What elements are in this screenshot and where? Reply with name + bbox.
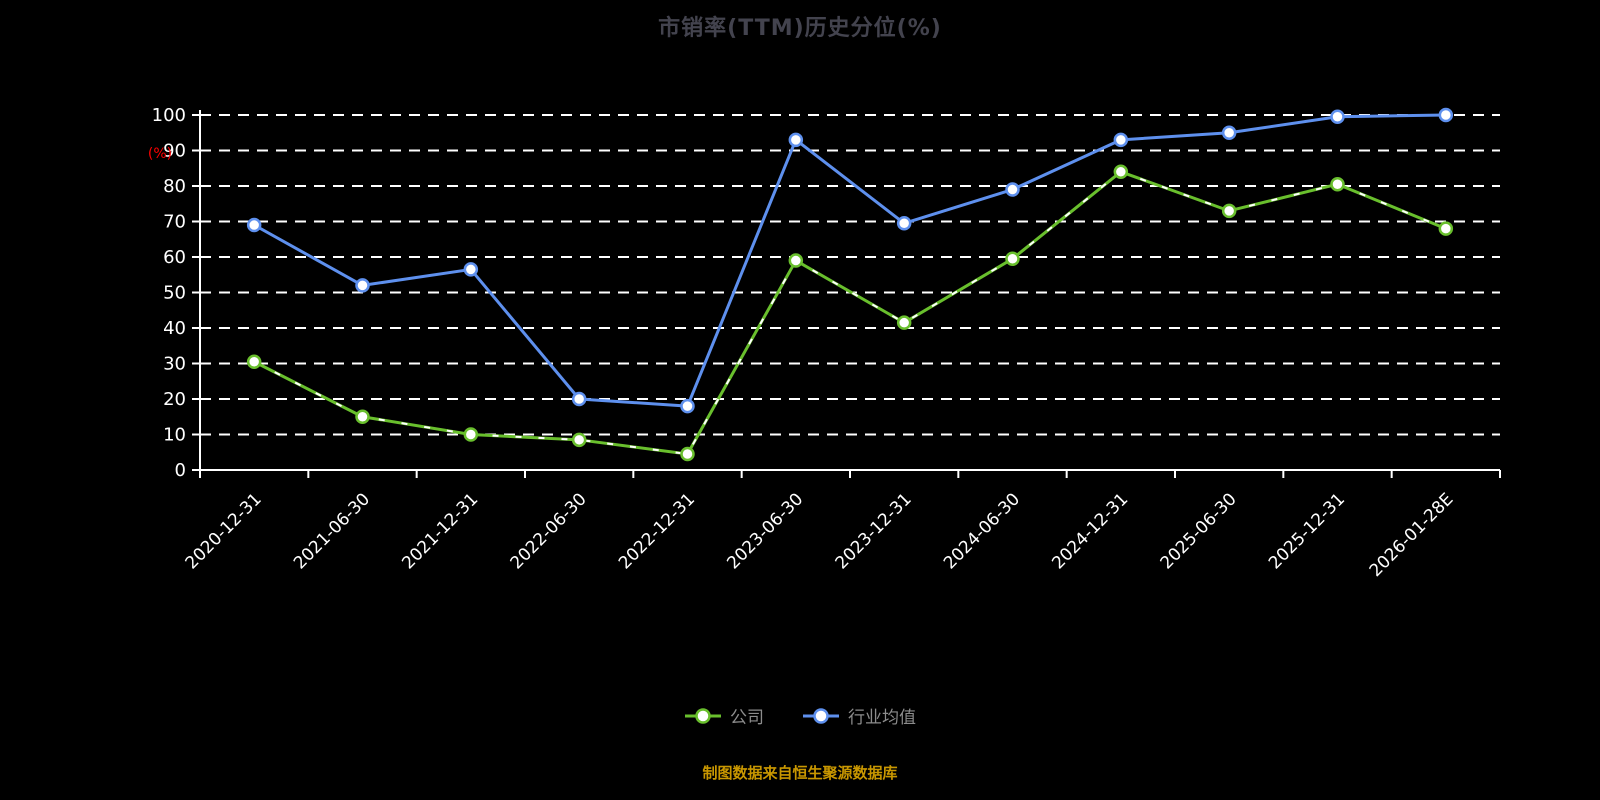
data-point[interactable] [1113,164,1129,180]
legend-item-company[interactable]: 公司 [684,703,764,728]
chart-legend: 公司 行业均值 [0,703,1600,728]
y-tick-label: 80 [163,176,186,197]
data-point[interactable] [788,253,804,268]
y-tick-label: 50 [163,283,186,304]
legend-item-industry[interactable]: 行业均值 [802,703,916,728]
x-tick-label: 2022-06-30 [507,489,591,573]
data-point[interactable] [680,446,695,462]
legend-label-company: 公司 [730,708,764,728]
data-point[interactable] [1113,132,1129,148]
x-tick-label: 2024-06-30 [940,489,1024,573]
y-tick-label: 20 [163,389,186,410]
data-point[interactable] [1005,182,1020,197]
line-chart: 0 10 20 30 40 50 60 70 80 90 100 (%) 2020-12-31 2021-… [148,105,1501,581]
x-tick-label: 2023-06-30 [723,489,807,573]
data-point[interactable] [896,216,912,231]
data-point[interactable] [680,398,695,414]
x-tick-label: 2025-12-31 [1265,489,1349,573]
x-tick-label: 2025-06-30 [1157,489,1241,573]
y-axis-unit-label: (%) [148,146,172,162]
company-series-dash-overlay [253,170,1447,456]
company-legend-icon [685,707,721,724]
y-tick-label: 40 [163,318,186,339]
y-tick-label: 70 [163,212,186,233]
data-point[interactable] [1005,251,1020,267]
data-point[interactable] [571,391,587,407]
y-tick-label: 60 [163,247,186,268]
y-tick-label: 10 [163,425,186,446]
data-point[interactable] [1330,109,1345,125]
y-tick-label: 100 [152,105,186,126]
data-point[interactable] [571,432,587,448]
data-point[interactable] [788,132,804,148]
data-source-note: 制图数据来自恒生聚源数据库 [702,764,898,782]
x-tick-label: 2020-12-31 [182,489,266,573]
x-tick-label: 2021-06-30 [290,489,374,573]
data-point[interactable] [1438,107,1454,123]
data-point[interactable] [896,315,912,330]
y-tick-label: 90 [163,141,186,162]
x-tick-label: 2024-12-31 [1048,489,1132,573]
industry-legend-icon [803,707,839,724]
industry-series-line [253,113,1446,408]
x-tick-label: 2023-12-31 [832,489,916,573]
legend-label-industry: 行业均值 [848,708,916,728]
data-point[interactable] [1330,176,1345,192]
data-point[interactable] [463,427,479,442]
company-series-line [253,170,1447,456]
data-point[interactable] [355,409,370,424]
data-point[interactable] [246,217,262,233]
data-point[interactable] [1438,221,1454,236]
x-tick-label: 2022-12-31 [615,489,699,573]
x-tick-label: 2021-12-31 [398,489,482,573]
y-tick-label: 30 [163,354,186,375]
data-point[interactable] [355,278,370,293]
data-point[interactable] [463,262,479,277]
chart-title: 市销率(TTM)历史分位(%) [658,16,942,41]
data-point[interactable] [1221,203,1237,219]
x-tick-label: 2026-01-28E [1366,489,1458,581]
y-tick-label: 0 [175,460,186,481]
data-point[interactable] [246,354,262,369]
data-point[interactable] [1221,125,1237,140]
